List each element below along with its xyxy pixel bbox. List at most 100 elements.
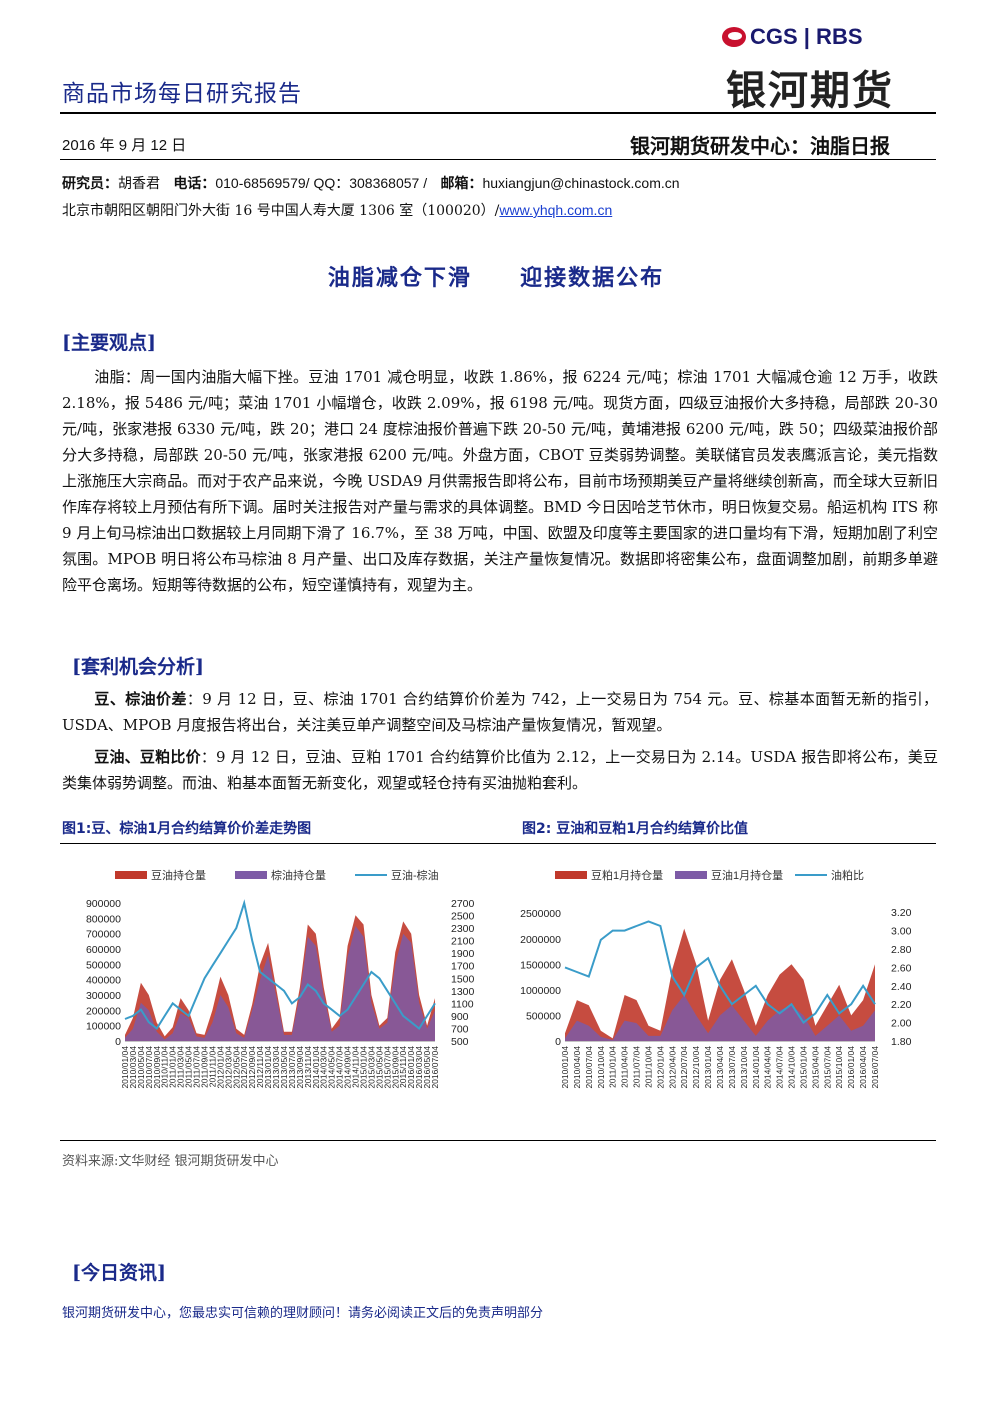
chart2-x-tick: 2011/01/04 <box>608 1046 618 1088</box>
chart1-x-tick: 2014/03/04 <box>319 1046 329 1089</box>
chart1-x-tick: 2014/11/04 <box>351 1046 361 1088</box>
chart2-x-tick: 2013/10/04 <box>739 1046 749 1089</box>
chart1-y-left-tick: 800000 <box>86 913 121 925</box>
chart1-legend-swatch-1 <box>115 871 147 879</box>
chart1-y-right-tick: 900 <box>451 1011 469 1023</box>
chart1-x-tick: 2016/01/04 <box>406 1046 416 1089</box>
chart1-x-tick: 2013/03/04 <box>271 1046 281 1089</box>
chart1-x-tick: 2011/03/04 <box>176 1046 186 1088</box>
chart1-x-tick: 2016/07/04 <box>430 1046 440 1089</box>
chart-ratio: 豆粕1月持仓量 豆油1月持仓量 油粕比 2500000 2000000 1500000 10… <box>520 868 912 1089</box>
chart2-x-tick: 2010/10/04 <box>596 1046 606 1089</box>
source-note: 资料来源:文华财经 银河期货研发中心 <box>62 1154 279 1169</box>
chart2-x-tick: 2010/01/04 <box>560 1046 570 1089</box>
chart2-y-right-tick: 2.40 <box>891 981 912 993</box>
chart2-y-left-tick: 2000000 <box>520 934 561 946</box>
chart-spread: 豆油持仓量 棕油持仓量 豆油-棕油 900000 800000 700000 600000 5… <box>86 868 475 1089</box>
chart1-x-tick: 2012/05/04 <box>231 1046 241 1089</box>
chart2-y-right-tick: 3.00 <box>891 926 912 938</box>
chart1-line-ratio <box>124 899 436 1030</box>
chart1-y-left-tick: 400000 <box>86 975 121 987</box>
chart1-y-right-tick: 1300 <box>451 986 475 998</box>
website-link[interactable]: www.yhqh.com.cn <box>499 202 613 218</box>
chart2-y-right-tick: 2.20 <box>891 999 912 1011</box>
chart1-x-tick: 2013/09/04 <box>295 1046 305 1089</box>
chart1-y-right-tick: 2500 <box>451 911 475 923</box>
cgs-swirl-icon <box>722 27 746 47</box>
chart2-y-left-tick: 2500000 <box>520 908 561 920</box>
email-value[interactable]: huxiangjun@chinastock.com.cn <box>482 175 680 191</box>
chart2-y-left-tick: 500000 <box>526 1010 561 1022</box>
chart2-x-tick: 2015/04/04 <box>810 1046 820 1089</box>
chart1-x-tick: 2014/05/04 <box>327 1046 337 1089</box>
chart1-x-tick: 2013/05/04 <box>279 1046 289 1089</box>
chart1-y-left-tick: 500000 <box>86 959 121 971</box>
address-text: 北京市朝阳区朝阳门外大街 16 号中国人寿大厦 1306 室（100020）/ <box>62 203 500 219</box>
chart2-x-tick: 2015/10/04 <box>834 1046 844 1089</box>
logo-cn: 银河期货 <box>726 68 894 114</box>
chart2-x-tick: 2011/04/04 <box>620 1046 630 1088</box>
phone-value: 010-68569579/ QQ：308368057 / <box>215 175 428 191</box>
chart2-x-tick: 2012/07/04 <box>679 1046 689 1089</box>
chart1-x-tick: 2010/01/04 <box>120 1046 130 1089</box>
chart1-y-left-tick: 300000 <box>86 990 121 1002</box>
main-title-left: 油脂减仓下滑 <box>327 265 472 291</box>
chart1-x-tick: 2011/07/04 <box>192 1046 202 1088</box>
arb2-label: 豆油、豆粕比价 <box>94 748 201 766</box>
chart2-x-tick: 2013/04/04 <box>715 1046 725 1089</box>
arb1-text: ：9 月 12 日，豆、棕油 1701 合约结算价价差为 742，上一交易日为 … <box>62 690 938 734</box>
chart1-x-tick: 2011/09/04 <box>200 1046 210 1088</box>
chart1-x-tick: 2015/05/04 <box>374 1046 384 1089</box>
view-section-head: [主要观点] <box>62 332 156 354</box>
chart1-y-right-tick: 2300 <box>451 923 475 935</box>
chart2-y-right-tick: 3.20 <box>891 907 912 919</box>
researcher-label: 研究员： <box>62 176 118 192</box>
figure-bottom-rule <box>60 1140 936 1141</box>
chart2-area-2 <box>565 995 875 1041</box>
logo-text: CGS | RBS <box>750 24 863 49</box>
chart1-x-tick: 2016/03/04 <box>414 1046 424 1089</box>
chart1-x-tick: 2015/01/04 <box>359 1046 369 1089</box>
chart2-line-ratio <box>564 920 876 1025</box>
chart2-y-left-tick: 0 <box>555 1036 561 1048</box>
report-title: 商品市场每日研究报告 <box>62 81 302 107</box>
arb1-label: 豆、棕油价差 <box>94 690 187 708</box>
chart1-x-tick: 2014/01/04 <box>311 1046 321 1089</box>
chart1-y-right-tick: 1700 <box>451 961 475 973</box>
chart2-x-tick: 2013/01/04 <box>703 1046 713 1089</box>
main-title-right: 迎接数据公布 <box>520 265 665 291</box>
chart2-x-tick: 2012/01/04 <box>655 1046 665 1089</box>
footer-disclaimer: 银河期货研发中心，您最忠实可信赖的理财顾问！请务必阅读正文后的免责声明部分 <box>62 1306 544 1321</box>
address-line: 北京市朝阳区朝阳门外大街 16 号中国人寿大厦 1306 室（100020）/w… <box>62 200 612 220</box>
chart1-x-tick: 2010/11/04 <box>160 1046 170 1088</box>
chart1-legend-label-3: 豆油-棕油 <box>391 868 439 882</box>
header-rule <box>60 112 936 114</box>
chart2-legend-label-1: 豆粕1月持仓量 <box>591 868 663 882</box>
chart2-y-right-tick: 2.00 <box>891 1018 912 1030</box>
chart1-area-2 <box>125 926 435 1041</box>
chart1-y-left-tick: 0 <box>115 1036 121 1048</box>
company-logo: CGS | RBS 银河期货 <box>722 24 912 114</box>
chart1-y-left-tick: 200000 <box>86 1005 121 1017</box>
chart1-x-tick: 2013/01/04 <box>263 1046 273 1089</box>
chart2-legend-label-3: 油粕比 <box>831 868 864 882</box>
chart1-x-tick: 2010/05/04 <box>136 1046 146 1089</box>
fig1-caption: 图1:豆、棕油1月合约结算价价差走势图 <box>62 821 312 837</box>
chart2-x-tick: 2011/07/04 <box>632 1046 642 1088</box>
date-rule <box>60 159 936 160</box>
report-center: 银河期货研发中心：油脂日报 <box>630 134 890 158</box>
chart2-x-tick: 2011/10/04 <box>644 1046 654 1088</box>
arb-paragraph-2: 豆油、豆粕比价：9 月 12 日，豆油、豆粕 1701 合约结算价比值为 2.1… <box>62 744 938 796</box>
chart1-x-tick: 2010/09/04 <box>152 1046 162 1089</box>
chart1-y-right-tick: 1500 <box>451 973 475 985</box>
chart2-x-tick: 2012/04/04 <box>667 1046 677 1089</box>
phone-label: 电话： <box>173 176 216 192</box>
chart1-x-tick: 2013/11/04 <box>303 1046 313 1088</box>
chart1-x-tick: 2012/09/04 <box>247 1046 257 1089</box>
chart2-x-tick: 2016/04/04 <box>858 1046 868 1089</box>
chart1-y-right-tick: 1100 <box>451 998 474 1010</box>
chart1-x-tick: 2014/09/04 <box>343 1046 353 1089</box>
chart1-x-tick: 2016/05/04 <box>422 1046 432 1089</box>
chart2-legend-label-2: 豆油1月持仓量 <box>711 868 783 882</box>
main-title: 油脂减仓下滑 迎接数据公布 <box>0 260 992 292</box>
